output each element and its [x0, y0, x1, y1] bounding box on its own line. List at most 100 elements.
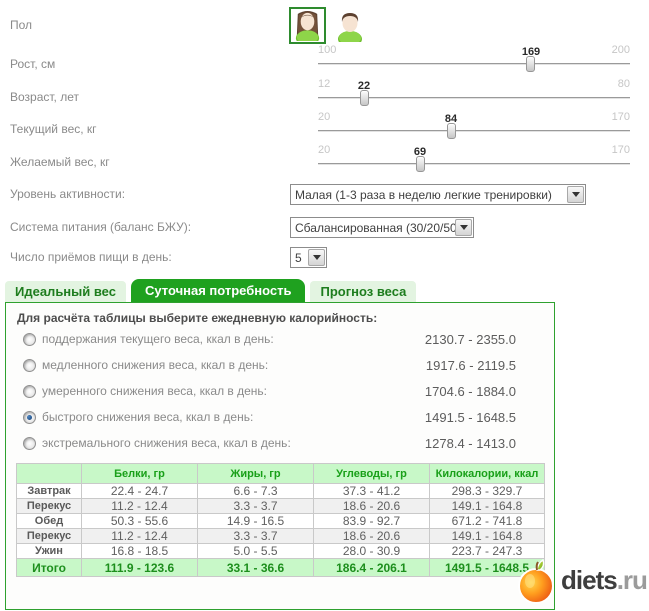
gender-selector — [289, 7, 366, 44]
option-label: экстремального снижения веса, ккал в ден… — [42, 436, 291, 450]
option-label: поддержания текущего веса, ккал в день: — [42, 332, 274, 346]
table-row: Обед 50.3 - 55.6 14.9 - 16.5 83.9 - 92.7… — [16, 513, 545, 529]
header-proteins: Белки, гр — [81, 463, 198, 484]
table-header-row: Белки, гр Жиры, гр Углеводы, гр Килокало… — [16, 463, 545, 484]
cell: 5.0 - 5.5 — [197, 543, 314, 559]
diets-ru-logo[interactable]: diets.ru — [517, 553, 648, 607]
radio-button-selected[interactable] — [23, 410, 36, 424]
chevron-down-icon — [312, 255, 321, 264]
total-cell: 186.4 - 206.1 — [313, 558, 430, 577]
height-label: Рост, см — [10, 57, 56, 71]
current-weight-max: 170 — [611, 111, 630, 123]
radio-button[interactable] — [23, 384, 36, 398]
header-carbs: Углеводы, гр — [313, 463, 430, 484]
activity-level-dropdown-button[interactable] — [567, 186, 584, 203]
option-moderate-loss[interactable]: умеренного снижения веса, ккал в день: 1… — [23, 383, 516, 399]
table-row: Завтрак 22.4 - 24.7 6.6 - 7.3 37.3 - 41.… — [16, 483, 545, 499]
height-min: 100 — [318, 44, 337, 56]
table-total-row: Итого 111.9 - 123.6 33.1 - 36.6 186.4 - … — [16, 558, 545, 577]
cell: 3.3 - 3.7 — [197, 498, 314, 514]
header-fats: Жиры, гр — [197, 463, 314, 484]
age-slider[interactable]: 12 80 22 — [318, 78, 630, 112]
tab-weight-forecast[interactable]: Прогноз веса — [310, 281, 417, 303]
panel-heading: Для расчёта таблицы выберите ежедневную … — [17, 311, 378, 325]
row-name: Завтрак — [16, 483, 82, 499]
meals-per-day-dropdown-button[interactable] — [308, 249, 325, 266]
radio-button[interactable] — [23, 358, 36, 372]
daily-requirement-panel: Для расчёта таблицы выберите ежедневную … — [5, 302, 555, 610]
height-slider-handle[interactable] — [526, 56, 535, 72]
apple-icon — [518, 558, 554, 604]
current-weight-slider-handle[interactable] — [447, 123, 456, 139]
option-extreme-loss[interactable]: экстремального снижения веса, ккал в ден… — [23, 435, 516, 451]
option-value: 1917.6 - 2119.5 — [425, 357, 516, 373]
current-weight-slider-track[interactable] — [318, 130, 630, 132]
activity-level-label: Уровень активности: — [10, 187, 126, 201]
cell: 16.8 - 18.5 — [81, 543, 198, 559]
meals-per-day-select[interactable]: 5 — [290, 247, 327, 268]
female-avatar-icon — [295, 10, 320, 41]
desired-weight-min: 20 — [318, 144, 331, 156]
option-label: медленного снижения веса, ккал в день: — [42, 358, 269, 372]
option-value: 1278.4 - 1413.0 — [424, 435, 516, 451]
option-slow-loss[interactable]: медленного снижения веса, ккал в день: 1… — [23, 357, 516, 373]
age-max: 80 — [617, 78, 630, 90]
option-value: 1491.5 - 1648.5 — [424, 409, 516, 425]
desired-weight-slider[interactable]: 20 170 69 — [318, 144, 630, 178]
gender-label: Пол — [10, 18, 33, 32]
height-value: 169 — [521, 46, 541, 58]
row-name: Перекус — [16, 528, 82, 544]
logo-name: diets — [561, 564, 618, 595]
desired-weight-slider-handle[interactable] — [416, 156, 425, 172]
gender-option-female[interactable] — [289, 7, 326, 44]
option-value: 1704.6 - 1884.0 — [424, 383, 516, 399]
age-slider-track[interactable] — [318, 97, 630, 99]
cell: 149.1 - 164.8 — [429, 498, 545, 514]
age-slider-handle[interactable] — [360, 90, 369, 106]
radio-button[interactable] — [23, 436, 36, 450]
logo-text: diets.ru — [561, 564, 648, 596]
cell: 11.2 - 12.4 — [81, 528, 198, 544]
option-fast-loss[interactable]: быстрого снижения веса, ккал в день: 149… — [23, 409, 516, 425]
option-value: 2130.7 - 2355.0 — [424, 331, 516, 347]
header-empty — [16, 463, 82, 484]
nutrition-system-value: Сбалансированная (30/20/50) — [295, 220, 461, 235]
table-row: Перекус 11.2 - 12.4 3.3 - 3.7 18.6 - 20.… — [16, 528, 545, 544]
gender-option-male male-avatar-icon[interactable] — [334, 10, 366, 42]
height-slider-track[interactable] — [318, 63, 630, 65]
meals-table: Белки, гр Жиры, гр Углеводы, гр Килокало… — [16, 463, 545, 577]
cell: 37.3 - 41.2 — [313, 483, 430, 499]
activity-level-select[interactable]: Малая (1-3 раза в неделю легкие трениров… — [290, 184, 586, 205]
nutrition-system-dropdown-button[interactable] — [455, 219, 472, 236]
result-tabs: Идеальный вес Суточная потребность Прогн… — [5, 279, 417, 303]
total-cell: 111.9 - 123.6 — [81, 558, 198, 577]
tab-ideal-weight[interactable]: Идеальный вес — [5, 281, 126, 303]
current-weight-label: Текущий вес, кг — [10, 122, 97, 136]
age-min: 12 — [318, 78, 331, 90]
option-maintain-weight[interactable]: поддержания текущего веса, ккал в день: … — [23, 331, 516, 347]
desired-weight-slider-track[interactable] — [318, 163, 630, 165]
desired-weight-value: 69 — [413, 146, 427, 158]
chevron-down-icon — [459, 225, 468, 234]
option-label: умеренного снижения веса, ккал в день: — [42, 384, 268, 398]
activity-level-value: Малая (1-3 раза в неделю легкие трениров… — [295, 187, 552, 202]
height-slider[interactable]: 100 200 169 — [318, 44, 630, 78]
nutrition-system-select[interactable]: Сбалансированная (30/20/50) — [290, 217, 474, 238]
cell: 671.2 - 741.8 — [429, 513, 545, 529]
header-kcal: Килокалории, ккал — [429, 463, 545, 484]
logo-tld: .ru — [616, 564, 648, 595]
cell: 18.6 - 20.6 — [313, 498, 430, 514]
radio-button[interactable] — [23, 332, 36, 346]
cell: 298.3 - 329.7 — [429, 483, 545, 499]
cell: 14.9 - 16.5 — [197, 513, 314, 529]
cell: 3.3 - 3.7 — [197, 528, 314, 544]
age-label: Возраст, лет — [10, 90, 79, 104]
total-cell: 33.1 - 36.6 — [197, 558, 314, 577]
table-row: Ужин 16.8 - 18.5 5.0 - 5.5 28.0 - 30.9 2… — [16, 543, 545, 559]
nutrition-system-label: Система питания (баланс БЖУ): — [10, 220, 192, 234]
current-weight-slider[interactable]: 20 170 84 — [318, 111, 630, 145]
tab-daily-requirement[interactable]: Суточная потребность — [130, 279, 306, 303]
cell: 22.4 - 24.7 — [81, 483, 198, 499]
row-name: Ужин — [16, 543, 82, 559]
cell: 18.6 - 20.6 — [313, 528, 430, 544]
